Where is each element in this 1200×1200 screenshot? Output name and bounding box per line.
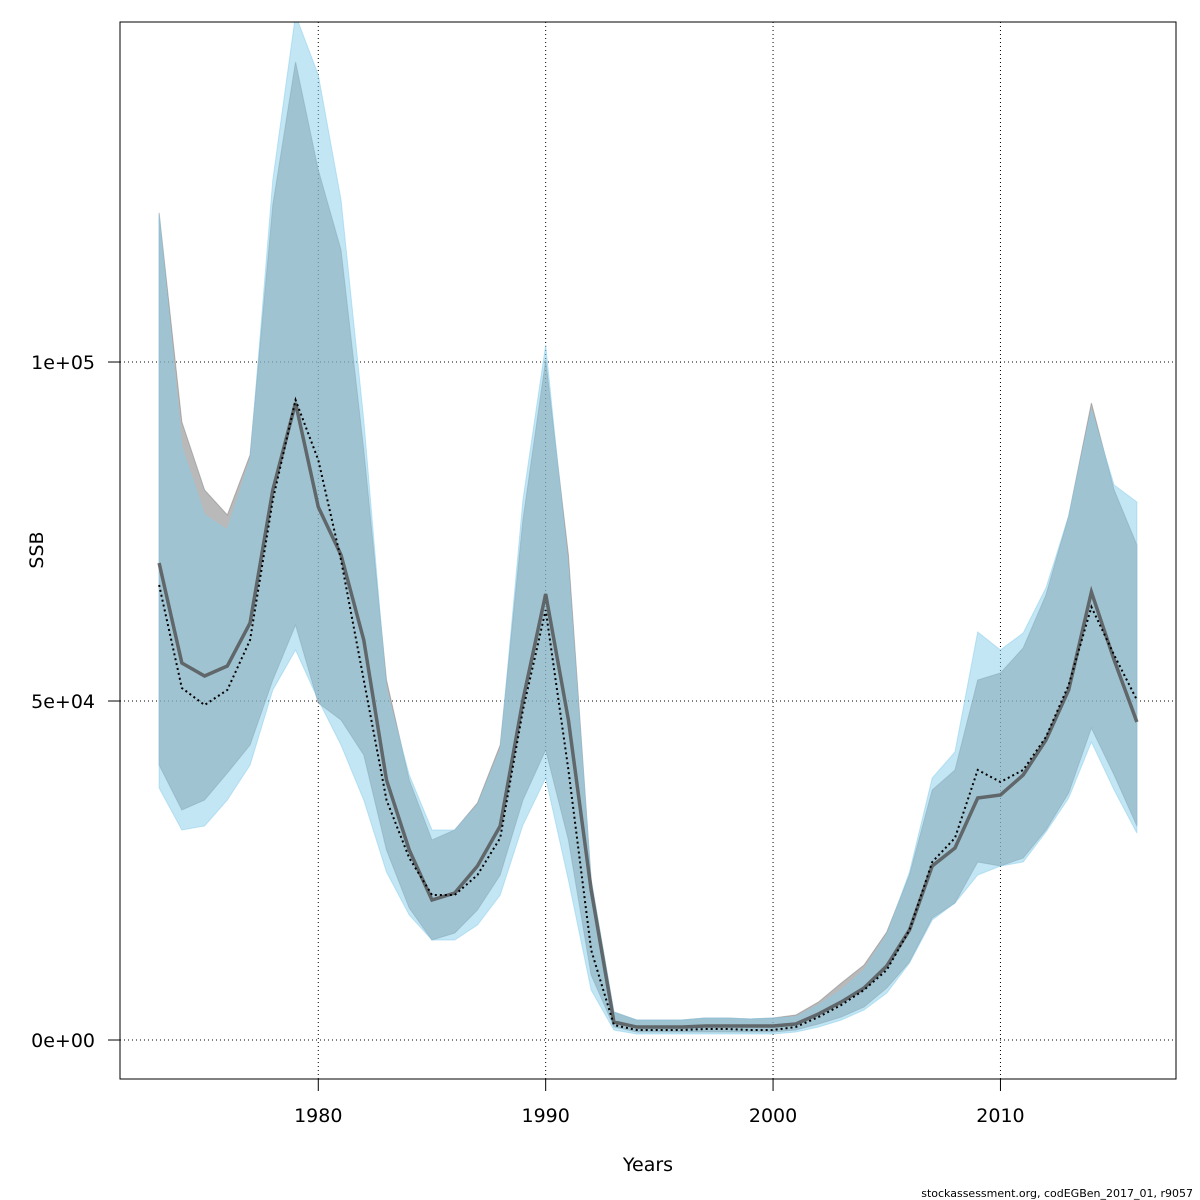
x-tick-label: 2010 [976, 1105, 1024, 1127]
y-tick-label: 5e+04 [31, 691, 95, 713]
plot-frame [119, 21, 1177, 1080]
x-tick-label: 1990 [521, 1105, 569, 1127]
plot-area [157, 22, 1139, 1035]
x-tick-label: 1980 [294, 1105, 342, 1127]
y-tick-label: 1e+05 [31, 352, 95, 374]
estimate-line [157, 402, 1139, 1029]
confidence-band [158, 22, 1138, 1035]
estimate-line [158, 396, 1138, 1032]
y-axis-label: SSB [26, 531, 48, 568]
x-axis-label: Years [622, 1154, 673, 1176]
x-tick-label: 2000 [749, 1105, 797, 1127]
footnote: stockassessment.org, codEGBen_2017_01, r… [921, 1187, 1193, 1200]
axes: 0e+00 5e+04 1e+05 1980 1990 2000 2010 [31, 352, 1025, 1127]
y-tick-label: 0e+00 [31, 1030, 95, 1052]
